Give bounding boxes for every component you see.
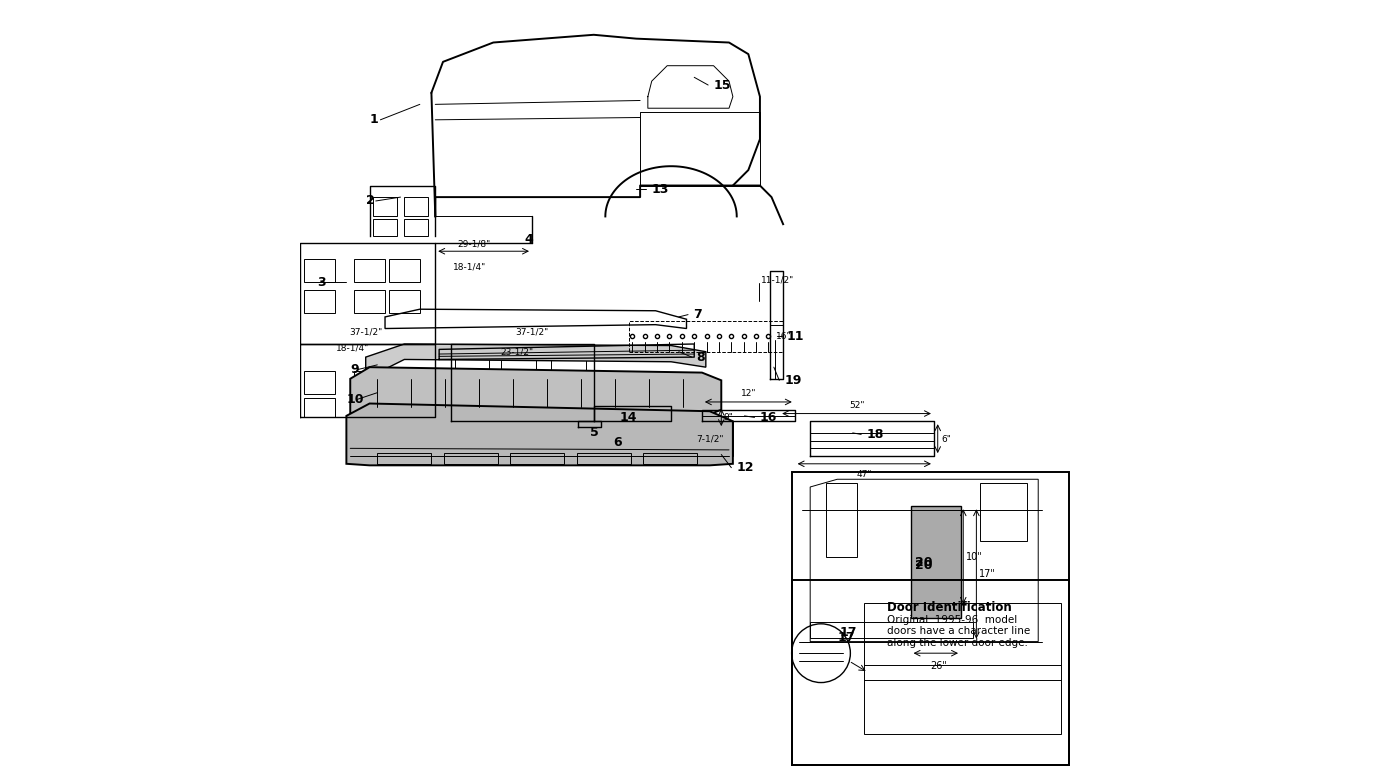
Polygon shape <box>365 344 706 379</box>
Text: 16": 16" <box>776 332 792 341</box>
Text: 47": 47" <box>857 470 872 479</box>
Text: 13: 13 <box>652 183 669 196</box>
Bar <box>354 371 384 394</box>
Bar <box>501 353 535 379</box>
Bar <box>389 290 420 313</box>
Text: 5: 5 <box>590 427 599 439</box>
Bar <box>373 197 397 216</box>
Text: 18-1/4": 18-1/4" <box>336 344 369 353</box>
Text: along the lower door edge.: along the lower door edge. <box>887 638 1028 648</box>
Text: 2: 2 <box>365 195 375 207</box>
Text: 18-1/4": 18-1/4" <box>453 262 486 271</box>
Text: 9: 9 <box>350 363 358 376</box>
Bar <box>577 453 630 464</box>
Polygon shape <box>346 404 733 465</box>
Bar <box>389 259 420 282</box>
Bar <box>792 580 1070 765</box>
Bar <box>551 353 586 379</box>
Bar <box>551 384 586 410</box>
Bar <box>643 453 697 464</box>
Text: 10: 10 <box>346 393 364 406</box>
Bar <box>405 197 427 216</box>
Text: 9": 9" <box>724 413 733 422</box>
Text: 18: 18 <box>866 428 884 441</box>
Bar <box>443 453 498 464</box>
Text: 3: 3 <box>317 276 325 288</box>
Text: 17: 17 <box>839 626 857 638</box>
Text: Door Identification: Door Identification <box>887 601 1012 615</box>
Text: 11: 11 <box>787 330 805 342</box>
Bar <box>629 321 783 352</box>
Text: 4: 4 <box>524 233 533 246</box>
Text: 15: 15 <box>714 79 730 91</box>
Text: 12": 12" <box>740 389 757 398</box>
Text: doors have a character line: doors have a character line <box>887 626 1031 636</box>
Text: 11-1/2": 11-1/2" <box>761 275 794 284</box>
Text: 12: 12 <box>737 461 754 474</box>
Bar <box>303 259 335 282</box>
Text: 23-1/2": 23-1/2" <box>500 347 533 356</box>
Bar <box>454 384 489 410</box>
Text: 52": 52" <box>849 400 865 410</box>
Bar <box>354 290 384 313</box>
Bar <box>354 259 384 282</box>
Text: 29-1/8": 29-1/8" <box>457 240 490 249</box>
Text: 1: 1 <box>369 114 379 126</box>
Bar <box>792 472 1070 765</box>
Bar <box>303 290 335 313</box>
Bar <box>378 453 431 464</box>
Text: 20: 20 <box>914 560 932 572</box>
Text: 10": 10" <box>967 552 983 561</box>
Text: 6": 6" <box>942 434 951 444</box>
Text: 7-1/2": 7-1/2" <box>696 434 724 444</box>
Bar <box>354 398 384 417</box>
Polygon shape <box>910 506 961 618</box>
Text: 17: 17 <box>838 632 855 644</box>
Text: 16: 16 <box>759 411 777 424</box>
Text: 19: 19 <box>785 374 802 386</box>
Polygon shape <box>350 367 721 417</box>
Text: 26": 26" <box>930 661 947 671</box>
Text: 14: 14 <box>619 411 637 424</box>
Text: 6: 6 <box>614 436 622 448</box>
Bar <box>454 353 489 379</box>
Bar <box>511 453 564 464</box>
Bar <box>303 371 335 394</box>
Text: 7: 7 <box>693 308 702 321</box>
Text: 37-1/2": 37-1/2" <box>515 328 549 337</box>
Bar <box>373 219 397 236</box>
Text: 17": 17" <box>979 570 995 579</box>
Text: 8: 8 <box>696 351 706 363</box>
Bar <box>501 384 535 410</box>
Text: 20: 20 <box>914 557 932 569</box>
Text: Original  1995-96  model: Original 1995-96 model <box>887 615 1017 625</box>
Bar <box>303 398 335 417</box>
Text: 37-1/2": 37-1/2" <box>349 328 382 337</box>
Bar <box>405 219 427 236</box>
